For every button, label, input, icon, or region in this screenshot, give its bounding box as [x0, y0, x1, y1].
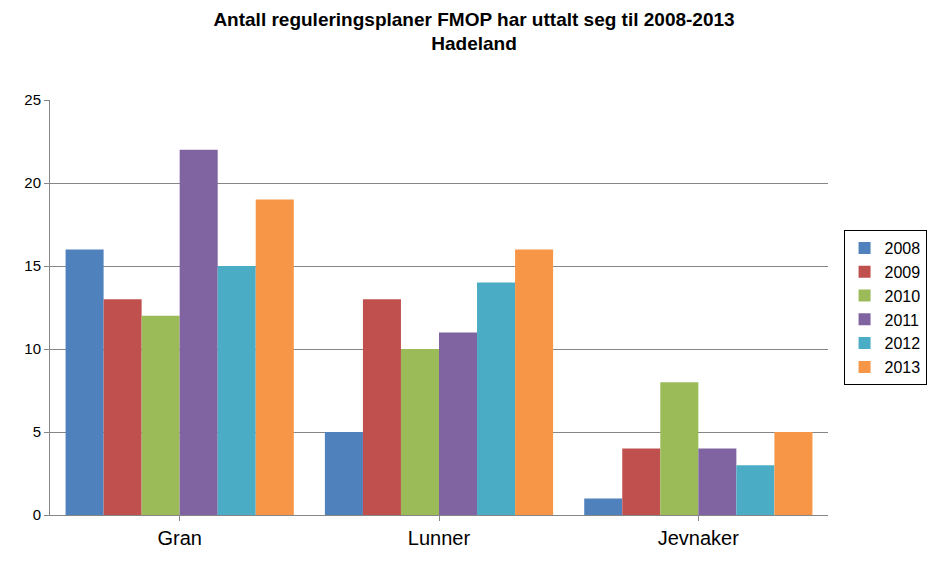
svg-text:Jevnaker: Jevnaker: [658, 527, 739, 549]
svg-text:Lunner: Lunner: [408, 527, 471, 549]
svg-text:25: 25: [24, 91, 41, 108]
svg-text:2010: 2010: [885, 288, 921, 305]
svg-text:15: 15: [24, 257, 41, 274]
svg-text:10: 10: [24, 340, 41, 357]
svg-text:Antall reguleringsplaner FMOP: Antall reguleringsplaner FMOP har uttalt…: [213, 9, 734, 55]
svg-text:2012: 2012: [885, 335, 921, 352]
svg-text:20: 20: [24, 174, 41, 191]
svg-text:2008: 2008: [885, 240, 921, 257]
svg-text:2011: 2011: [885, 312, 920, 329]
svg-text:5: 5: [33, 423, 41, 440]
svg-text:0: 0: [33, 506, 41, 523]
svg-text:Gran: Gran: [157, 527, 201, 549]
svg-text:2009: 2009: [885, 264, 921, 281]
svg-text:2013: 2013: [885, 359, 921, 376]
